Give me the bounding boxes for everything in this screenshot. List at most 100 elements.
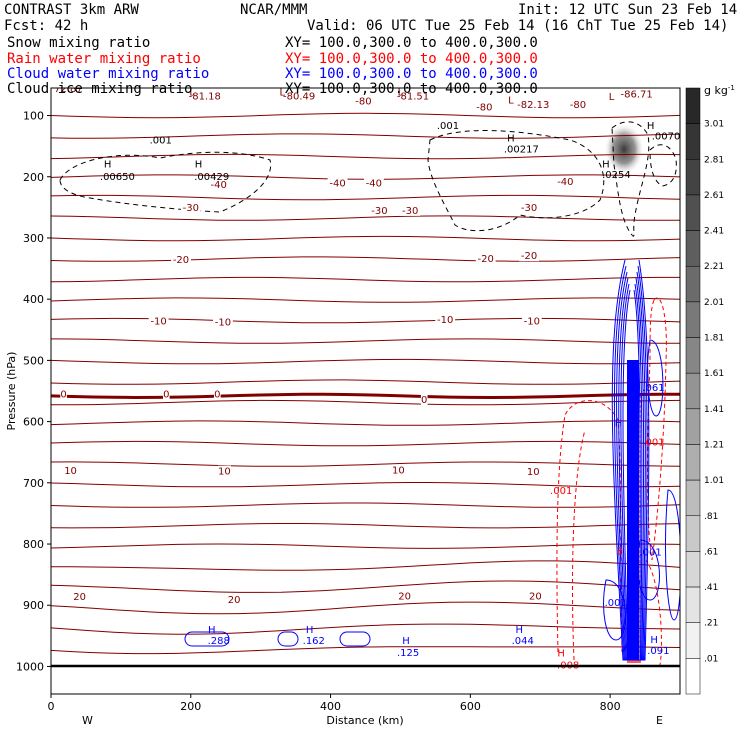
contour-marker-label: H bbox=[647, 121, 655, 132]
cloud-water-contour bbox=[603, 579, 626, 641]
rain-contour bbox=[645, 559, 662, 666]
isotherm-label: -80 bbox=[570, 100, 586, 111]
contour-marker-label: .001 bbox=[437, 121, 459, 132]
isotherm-label-bg bbox=[393, 90, 433, 102]
isotherm-label: 10 bbox=[218, 467, 231, 478]
x-tick-label: 400 bbox=[320, 700, 341, 713]
isotherm-label-bg bbox=[180, 201, 201, 213]
isotherm-label: -20 bbox=[173, 255, 189, 266]
isotherm-label: -40 bbox=[557, 177, 573, 188]
cloud-water-contour bbox=[637, 539, 660, 601]
rain-contour bbox=[647, 297, 667, 561]
isotherm-label: -40 bbox=[329, 178, 345, 189]
contour-marker-label: .001 bbox=[640, 548, 662, 559]
isotherm-label-bg bbox=[369, 204, 390, 216]
isotherm-label: -30 bbox=[371, 206, 387, 217]
isotherm-line bbox=[51, 482, 680, 488]
contour-marker-label: H bbox=[515, 625, 523, 636]
isotherm-label: -20 bbox=[478, 254, 494, 265]
isotherm-line bbox=[51, 358, 680, 365]
colorbar-tick-label: 2.81 bbox=[704, 155, 724, 165]
isotherm-label: -30 bbox=[521, 203, 537, 214]
contour-marker-label: .044 bbox=[512, 636, 534, 647]
colorbar-tick-label: 1.01 bbox=[704, 476, 724, 486]
contour-marker-label: H bbox=[615, 419, 623, 430]
isotherm-label: -80.49 bbox=[283, 91, 315, 102]
contour-marker-label: H bbox=[208, 625, 216, 636]
isotherm-label: -10 bbox=[215, 317, 231, 328]
contour-marker-label: H bbox=[402, 636, 410, 647]
isotherm-label: -30 bbox=[402, 206, 418, 217]
colorbar-tick-label: 1.21 bbox=[704, 440, 724, 450]
contour-marker-label: L bbox=[280, 87, 286, 98]
colorbar-swatch bbox=[685, 301, 701, 338]
y-tick-label: 400 bbox=[23, 293, 44, 306]
isotherm-label-bg bbox=[171, 253, 191, 265]
isotherm-line bbox=[51, 440, 680, 447]
colorbar-tick-label: 2.61 bbox=[704, 191, 724, 201]
isotherm-label-bg bbox=[616, 88, 657, 100]
x-axis-title: Distance (km) bbox=[326, 714, 403, 727]
field-rain-name: Rain water mixing ratio bbox=[7, 51, 201, 67]
isotherm-label-bg bbox=[148, 315, 169, 327]
isotherm-line bbox=[51, 276, 680, 283]
contour-marker-label: .162 bbox=[303, 636, 325, 647]
isotherm-label-bg bbox=[475, 253, 496, 265]
isotherm-line bbox=[51, 379, 680, 385]
isotherm-label: 0 bbox=[214, 390, 220, 401]
isotherm-label-bg bbox=[60, 388, 67, 400]
y-axis-title: Pressure (hPa) bbox=[5, 352, 18, 431]
freezing-level-line bbox=[51, 392, 680, 400]
contour-marker-label: .288 bbox=[208, 636, 230, 647]
contour-marker-label: L bbox=[609, 92, 615, 103]
contour-marker-label: .001 bbox=[605, 598, 627, 609]
isotherm-label-bg bbox=[519, 201, 539, 213]
colorbar-tick-label: .61 bbox=[704, 547, 718, 557]
isotherm-label: -10 bbox=[437, 315, 453, 326]
cloud-ice-shading bbox=[604, 123, 645, 176]
isotherm-label: -81.18 bbox=[189, 91, 221, 102]
isotherm-label: 20 bbox=[529, 592, 542, 603]
colorbar-tick-label: .01 bbox=[704, 654, 718, 664]
contour-marker-label: 3. bbox=[616, 546, 626, 557]
isotherm-label-bg bbox=[519, 250, 539, 262]
colorbar-swatch bbox=[685, 194, 701, 231]
isotherm-line bbox=[51, 112, 680, 119]
colorbar-swatch bbox=[685, 408, 701, 445]
isotherm-label-bg bbox=[400, 204, 421, 216]
y-tick-label: 200 bbox=[23, 171, 44, 184]
isotherm-line bbox=[51, 133, 680, 139]
isotherm-label: -40 bbox=[211, 180, 227, 191]
model-title: CONTRAST 3km ARW bbox=[4, 2, 139, 18]
isotherm-label: 0 bbox=[60, 390, 66, 401]
isotherm-line bbox=[51, 601, 680, 615]
isotherm-line bbox=[51, 646, 680, 655]
isotherm-label-bg bbox=[391, 464, 405, 476]
isotherm-label-bg bbox=[279, 90, 319, 102]
colorbar-tick-label: 1.41 bbox=[704, 405, 724, 415]
y-axis: 100 200 300 400 500 600 700 800 900 1000 bbox=[16, 110, 51, 673]
isotherm-label: -20 bbox=[521, 251, 537, 262]
organization: NCAR/MMM bbox=[240, 2, 307, 18]
plot-area bbox=[51, 88, 680, 694]
isotherm-line bbox=[51, 153, 680, 160]
contour-marker-label: H bbox=[507, 133, 515, 144]
isotherm-label: -81.51 bbox=[397, 91, 429, 102]
x-tick-label: 200 bbox=[180, 700, 201, 713]
contour-marker-label: .00429 bbox=[194, 172, 229, 183]
isotherm-label-bg bbox=[327, 177, 348, 189]
cloud-water-contour bbox=[277, 631, 299, 647]
colorbar-unit: g kg-1 bbox=[704, 84, 735, 97]
isotherm-label-bg bbox=[217, 465, 231, 477]
isotherm-label-bg bbox=[398, 590, 412, 602]
isotherm-line bbox=[51, 523, 680, 529]
isotherm-label-bg bbox=[363, 177, 384, 189]
isotherm-label-bg bbox=[526, 466, 540, 478]
isotherm-line bbox=[51, 502, 680, 508]
isotherm-line bbox=[51, 461, 680, 467]
isotherm-label: -80 bbox=[355, 96, 371, 107]
field-ice-name: Cloud ice mixing ratio bbox=[7, 81, 192, 97]
colorbar-swatch bbox=[685, 444, 701, 481]
field-cloudwater-xy: XY= 100.0,300.0 to 400.0,300.0 bbox=[285, 66, 538, 82]
isotherm-line bbox=[51, 580, 680, 593]
